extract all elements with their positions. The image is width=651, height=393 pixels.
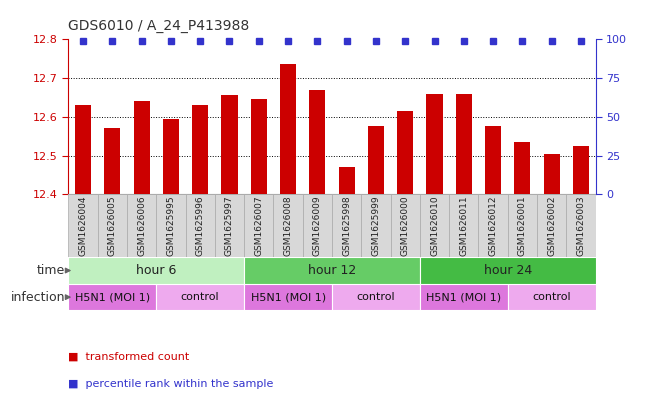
Text: GSM1626009: GSM1626009 <box>313 195 322 256</box>
FancyBboxPatch shape <box>127 194 156 257</box>
Text: GDS6010 / A_24_P413988: GDS6010 / A_24_P413988 <box>68 19 249 33</box>
FancyBboxPatch shape <box>508 284 596 310</box>
FancyBboxPatch shape <box>303 194 332 257</box>
Text: GSM1626007: GSM1626007 <box>255 195 263 256</box>
FancyBboxPatch shape <box>361 194 391 257</box>
FancyBboxPatch shape <box>478 194 508 257</box>
FancyBboxPatch shape <box>332 284 420 310</box>
Text: H5N1 (MOI 1): H5N1 (MOI 1) <box>426 292 501 302</box>
Bar <box>426 94 443 194</box>
Text: GSM1626004: GSM1626004 <box>79 195 87 256</box>
Text: infection: infection <box>11 291 65 304</box>
Bar <box>514 142 531 194</box>
Text: GSM1626010: GSM1626010 <box>430 195 439 256</box>
Text: GSM1626000: GSM1626000 <box>401 195 409 256</box>
Bar <box>221 95 238 194</box>
FancyBboxPatch shape <box>215 194 244 257</box>
Bar <box>75 105 91 194</box>
FancyBboxPatch shape <box>244 194 273 257</box>
FancyBboxPatch shape <box>68 194 98 257</box>
FancyBboxPatch shape <box>68 257 244 284</box>
Text: GSM1625997: GSM1625997 <box>225 195 234 256</box>
FancyBboxPatch shape <box>391 194 420 257</box>
Bar <box>397 111 413 194</box>
Text: GSM1625999: GSM1625999 <box>372 195 380 256</box>
Text: hour 24: hour 24 <box>484 264 532 277</box>
FancyBboxPatch shape <box>273 194 303 257</box>
FancyBboxPatch shape <box>244 257 420 284</box>
Bar <box>339 167 355 194</box>
Text: H5N1 (MOI 1): H5N1 (MOI 1) <box>75 292 150 302</box>
Text: GSM1626012: GSM1626012 <box>489 195 497 256</box>
Bar <box>456 94 472 194</box>
Bar <box>280 64 296 194</box>
FancyBboxPatch shape <box>98 194 127 257</box>
Text: time: time <box>37 264 65 277</box>
FancyBboxPatch shape <box>156 194 186 257</box>
Text: GSM1625998: GSM1625998 <box>342 195 351 256</box>
FancyBboxPatch shape <box>68 284 156 310</box>
Bar <box>163 119 179 194</box>
Text: GSM1625995: GSM1625995 <box>167 195 175 256</box>
Text: ■  percentile rank within the sample: ■ percentile rank within the sample <box>68 379 273 389</box>
Bar <box>573 146 589 194</box>
Text: GSM1626005: GSM1626005 <box>108 195 117 256</box>
Text: GSM1626011: GSM1626011 <box>460 195 468 256</box>
FancyBboxPatch shape <box>420 194 449 257</box>
Text: ■  transformed count: ■ transformed count <box>68 352 189 362</box>
FancyBboxPatch shape <box>244 284 332 310</box>
Text: control: control <box>533 292 571 302</box>
Text: control: control <box>181 292 219 302</box>
FancyBboxPatch shape <box>332 194 361 257</box>
FancyBboxPatch shape <box>420 284 508 310</box>
Text: GSM1626006: GSM1626006 <box>137 195 146 256</box>
Bar <box>104 129 120 194</box>
FancyBboxPatch shape <box>449 194 478 257</box>
Bar <box>133 101 150 194</box>
Text: GSM1626003: GSM1626003 <box>577 195 585 256</box>
Text: GSM1625996: GSM1625996 <box>196 195 204 256</box>
Bar <box>544 154 560 194</box>
Bar <box>192 105 208 194</box>
Bar <box>309 90 326 194</box>
Bar <box>368 127 384 194</box>
Text: hour 6: hour 6 <box>136 264 176 277</box>
Text: GSM1626008: GSM1626008 <box>284 195 292 256</box>
FancyBboxPatch shape <box>156 284 244 310</box>
FancyBboxPatch shape <box>186 194 215 257</box>
Bar <box>485 127 501 194</box>
Text: GSM1626001: GSM1626001 <box>518 195 527 256</box>
FancyBboxPatch shape <box>420 257 596 284</box>
Text: H5N1 (MOI 1): H5N1 (MOI 1) <box>251 292 326 302</box>
FancyBboxPatch shape <box>566 194 596 257</box>
Bar <box>251 99 267 194</box>
Text: GSM1626002: GSM1626002 <box>547 195 556 256</box>
Text: hour 12: hour 12 <box>308 264 356 277</box>
Text: control: control <box>357 292 395 302</box>
FancyBboxPatch shape <box>537 194 566 257</box>
FancyBboxPatch shape <box>508 194 537 257</box>
